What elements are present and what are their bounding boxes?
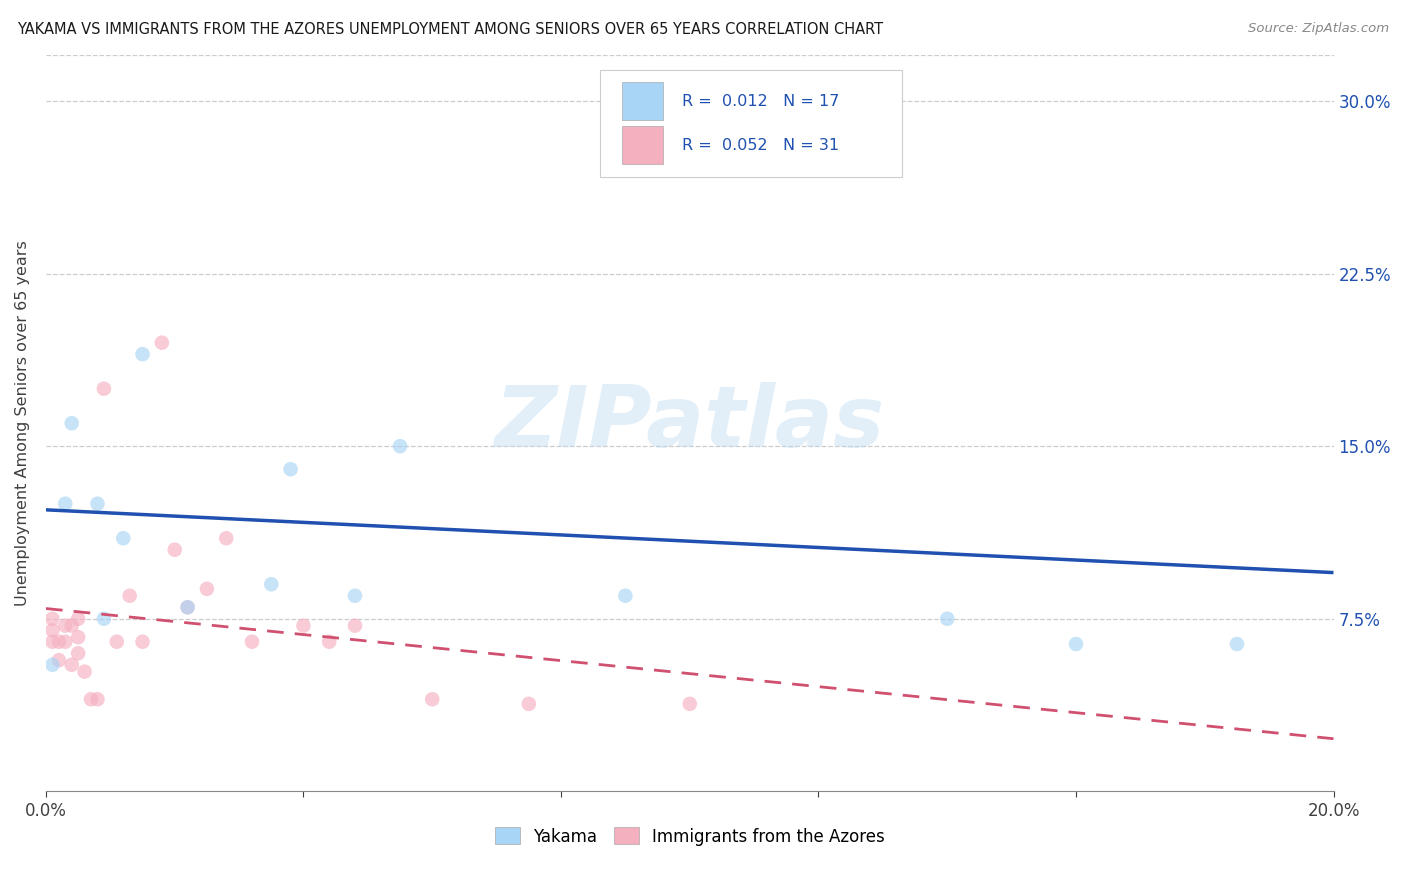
Point <box>53 497 76 511</box>
Point <box>343 618 366 632</box>
Point <box>936 612 959 626</box>
Point <box>67 612 90 626</box>
Point <box>420 692 443 706</box>
Bar <box>621 126 662 164</box>
Point <box>41 634 63 648</box>
Point <box>176 600 198 615</box>
Point <box>131 347 153 361</box>
Point <box>176 600 198 615</box>
Text: YAKAMA VS IMMIGRANTS FROM THE AZORES UNEMPLOYMENT AMONG SENIORS OVER 65 YEARS CO: YAKAMA VS IMMIGRANTS FROM THE AZORES UNE… <box>17 22 883 37</box>
Point <box>86 497 108 511</box>
Point <box>710 140 733 154</box>
Point <box>1226 637 1249 651</box>
Point <box>517 697 540 711</box>
Point <box>48 653 70 667</box>
Point <box>80 692 103 706</box>
Point <box>163 542 186 557</box>
Point <box>1064 637 1087 651</box>
Point <box>86 692 108 706</box>
Point <box>41 612 63 626</box>
Point <box>318 634 340 648</box>
Text: ZIPatlas: ZIPatlas <box>495 382 884 465</box>
Point <box>60 416 83 430</box>
Point <box>118 589 141 603</box>
Point <box>679 697 702 711</box>
Point <box>41 657 63 672</box>
Point <box>292 618 315 632</box>
Point <box>343 589 366 603</box>
Point <box>73 665 96 679</box>
Legend: Yakama, Immigrants from the Azores: Yakama, Immigrants from the Azores <box>495 828 884 846</box>
Point <box>93 382 115 396</box>
Point <box>67 630 90 644</box>
Point <box>195 582 218 596</box>
Point <box>48 634 70 648</box>
Point <box>389 439 412 453</box>
Bar <box>621 82 662 120</box>
Point <box>240 634 263 648</box>
Point <box>67 646 90 660</box>
Point <box>105 634 128 648</box>
Point <box>60 618 83 632</box>
Point <box>215 531 238 545</box>
Text: Source: ZipAtlas.com: Source: ZipAtlas.com <box>1249 22 1389 36</box>
Point <box>53 618 76 632</box>
Point <box>53 634 76 648</box>
Point <box>131 634 153 648</box>
Text: R =  0.012   N = 17: R = 0.012 N = 17 <box>682 94 839 109</box>
Text: R =  0.052   N = 31: R = 0.052 N = 31 <box>682 137 839 153</box>
Point <box>280 462 302 476</box>
Point <box>41 624 63 638</box>
Y-axis label: Unemployment Among Seniors over 65 years: Unemployment Among Seniors over 65 years <box>15 240 30 606</box>
Point <box>614 589 637 603</box>
Point <box>60 657 83 672</box>
Point <box>260 577 283 591</box>
Point <box>93 612 115 626</box>
Point <box>112 531 135 545</box>
FancyBboxPatch shape <box>599 70 903 177</box>
Point <box>150 335 173 350</box>
